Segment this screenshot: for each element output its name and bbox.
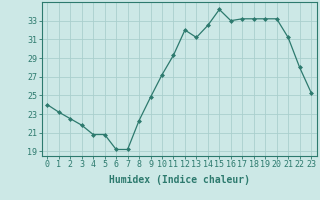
X-axis label: Humidex (Indice chaleur): Humidex (Indice chaleur) bbox=[109, 175, 250, 185]
